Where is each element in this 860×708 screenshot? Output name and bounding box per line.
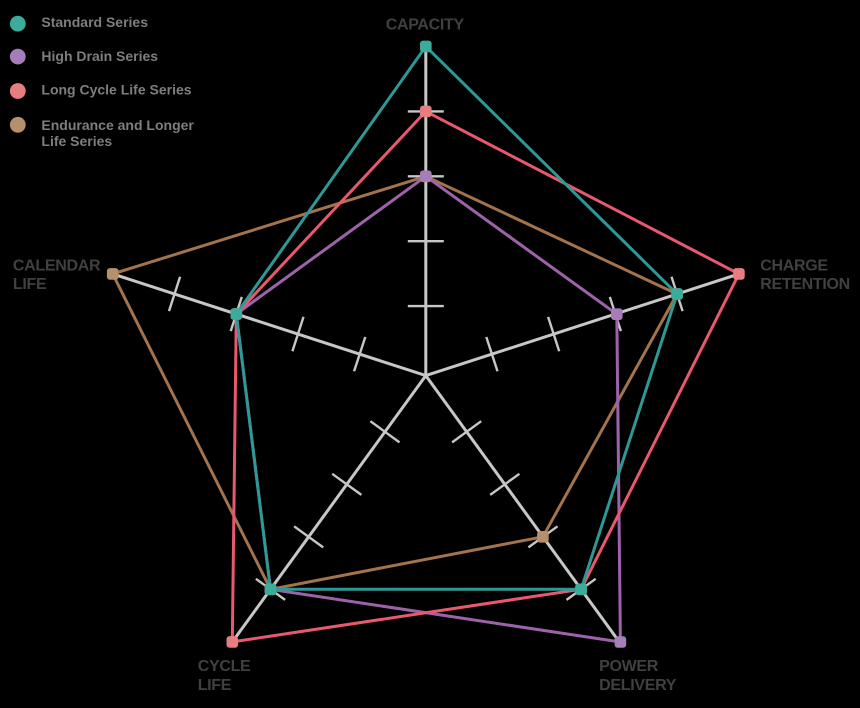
svg-text:LIFE: LIFE [198,677,232,694]
svg-text:Standard Series: Standard Series [41,14,148,30]
svg-text:High Drain Series: High Drain Series [41,48,158,64]
svg-text:DELIVERY: DELIVERY [599,677,677,694]
svg-text:Life Series: Life Series [41,133,112,149]
svg-text:CAPACITY: CAPACITY [386,16,465,33]
svg-text:CALENDAR: CALENDAR [13,257,101,274]
svg-text:CHARGE: CHARGE [760,257,828,274]
svg-text:CYCLE: CYCLE [198,658,251,675]
svg-text:Long Cycle Life Series: Long Cycle Life Series [41,81,191,97]
svg-text:Endurance and Longer: Endurance and Longer [41,117,194,133]
svg-text:RETENTION: RETENTION [760,276,850,293]
svg-text:POWER: POWER [599,658,659,675]
svg-text:LIFE: LIFE [13,276,47,293]
